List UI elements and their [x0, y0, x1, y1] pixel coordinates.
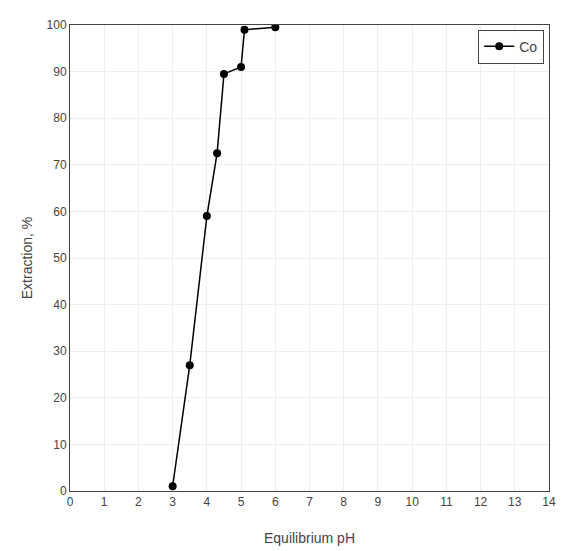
- svg-text:0: 0: [60, 484, 67, 498]
- svg-text:1: 1: [101, 495, 108, 509]
- svg-text:90: 90: [53, 65, 67, 79]
- svg-text:9: 9: [375, 495, 382, 509]
- svg-text:12: 12: [474, 495, 488, 509]
- svg-text:10: 10: [53, 438, 67, 452]
- svg-text:3: 3: [169, 495, 176, 509]
- svg-text:100: 100: [47, 18, 67, 32]
- svg-text:Co: Co: [519, 39, 537, 55]
- svg-text:60: 60: [53, 205, 67, 219]
- svg-text:Extraction, %: Extraction, %: [19, 217, 35, 299]
- svg-text:14: 14: [542, 495, 556, 509]
- svg-text:5: 5: [238, 495, 245, 509]
- svg-text:Equilibrium pH: Equilibrium pH: [264, 530, 355, 546]
- svg-text:2: 2: [135, 495, 142, 509]
- svg-text:4: 4: [204, 495, 211, 509]
- svg-text:8: 8: [340, 495, 347, 509]
- svg-text:10: 10: [405, 495, 419, 509]
- svg-text:70: 70: [53, 158, 67, 172]
- svg-text:30: 30: [53, 344, 67, 358]
- svg-text:50: 50: [53, 251, 67, 265]
- svg-text:80: 80: [53, 111, 67, 125]
- svg-text:20: 20: [53, 391, 67, 405]
- svg-text:7: 7: [306, 495, 313, 509]
- svg-text:40: 40: [53, 298, 67, 312]
- svg-text:13: 13: [508, 495, 522, 509]
- svg-text:11: 11: [440, 495, 453, 509]
- svg-text:0: 0: [67, 495, 74, 509]
- svg-text:6: 6: [272, 495, 279, 509]
